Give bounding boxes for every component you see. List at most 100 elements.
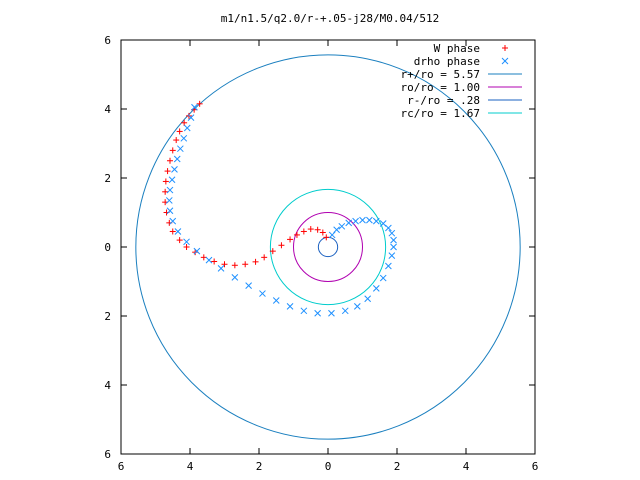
reference-circles — [135, 54, 521, 440]
data-point — [221, 261, 228, 268]
data-point — [388, 229, 396, 237]
data-point — [193, 247, 201, 255]
data-point — [293, 231, 300, 238]
data-point — [166, 207, 174, 215]
data-point — [166, 186, 174, 194]
data-point — [217, 265, 225, 272]
data-point — [359, 216, 366, 224]
data-point — [176, 145, 184, 153]
circle-r-ro-28 — [317, 236, 339, 258]
x-tick-label: 4 — [463, 460, 470, 473]
data-point — [372, 285, 380, 292]
data-point — [314, 309, 322, 317]
legend-marker — [502, 45, 508, 51]
data-point — [278, 242, 285, 249]
data-series — [162, 100, 397, 317]
legend-label: drho phase — [414, 55, 480, 68]
data-point — [252, 258, 259, 265]
data-point — [390, 243, 397, 251]
x-tick-label: 2 — [256, 460, 263, 473]
data-point — [286, 302, 294, 310]
data-point — [173, 137, 180, 144]
data-point — [307, 226, 314, 233]
data-point — [166, 157, 173, 164]
data-point — [372, 217, 380, 225]
data-point — [242, 261, 249, 268]
legend-label: r+/ro = 5.57 — [401, 68, 480, 81]
data-point — [165, 197, 173, 204]
data-point — [314, 226, 321, 233]
y-tick-label: 4 — [104, 103, 111, 116]
data-point — [300, 307, 308, 315]
data-point — [333, 226, 340, 234]
data-point — [323, 234, 330, 241]
data-point — [231, 262, 238, 269]
x-tick-label: 4 — [187, 460, 194, 473]
data-point — [300, 228, 307, 235]
data-point — [176, 237, 183, 244]
data-point — [338, 222, 346, 230]
y-tick-label: 2 — [104, 310, 111, 323]
data-point — [388, 252, 396, 259]
y-tick-label: 6 — [104, 34, 111, 47]
data-point — [174, 228, 182, 235]
data-point — [379, 274, 387, 282]
data-point — [261, 254, 268, 261]
circle-ro-ro-1-00 — [293, 212, 363, 282]
data-point — [319, 229, 326, 236]
data-point — [171, 166, 178, 173]
data-point — [183, 124, 191, 132]
x-tick-label: 0 — [325, 460, 332, 473]
data-point — [169, 147, 176, 154]
data-point — [183, 244, 190, 250]
circle-rc-ro-1-67 — [269, 188, 387, 306]
y-tick-label: 0 — [104, 241, 111, 254]
data-point — [385, 262, 392, 270]
y-tick-label: 4 — [104, 379, 111, 392]
data-point — [164, 168, 171, 175]
data-point — [385, 224, 392, 232]
series-drho-phase — [165, 103, 397, 317]
data-point — [352, 217, 359, 225]
x-tick-label: 6 — [118, 460, 125, 473]
data-point — [196, 100, 203, 107]
data-point — [180, 134, 188, 142]
legend-label: ro/ro = 1.00 — [401, 81, 480, 94]
data-point — [183, 238, 190, 246]
y-tick-label: 6 — [104, 448, 111, 461]
legend-label: r-/ro = .28 — [407, 94, 480, 107]
y-tick-label: 2 — [104, 172, 111, 185]
data-point — [211, 258, 218, 265]
data-point — [205, 256, 213, 264]
x-tick-label: 2 — [394, 460, 401, 473]
data-point — [162, 188, 169, 195]
data-point — [353, 302, 361, 310]
legend-label: W phase — [434, 42, 480, 55]
data-point — [390, 236, 397, 244]
series-w-phase — [162, 100, 330, 269]
chart-title: m1/n1.5/q2.0/r-+.05-j28/M0.04/512 — [221, 12, 440, 25]
data-point — [176, 128, 183, 135]
data-point — [169, 217, 177, 225]
data-point — [169, 228, 176, 235]
data-point — [231, 274, 239, 281]
data-point — [269, 248, 276, 255]
circle-r-ro-5-57 — [135, 54, 521, 440]
data-point — [245, 282, 253, 289]
x-tick-label: 6 — [532, 460, 539, 473]
data-point — [287, 236, 294, 243]
data-point — [272, 297, 280, 304]
data-point — [168, 176, 176, 184]
data-point — [162, 178, 169, 185]
data-point — [341, 307, 349, 315]
data-point — [259, 290, 266, 297]
data-point — [345, 219, 353, 227]
data-point — [187, 114, 195, 121]
data-point — [366, 216, 373, 224]
data-point — [328, 309, 335, 317]
legend-label: rc/ro = 1.67 — [401, 107, 480, 120]
data-point — [181, 119, 188, 126]
